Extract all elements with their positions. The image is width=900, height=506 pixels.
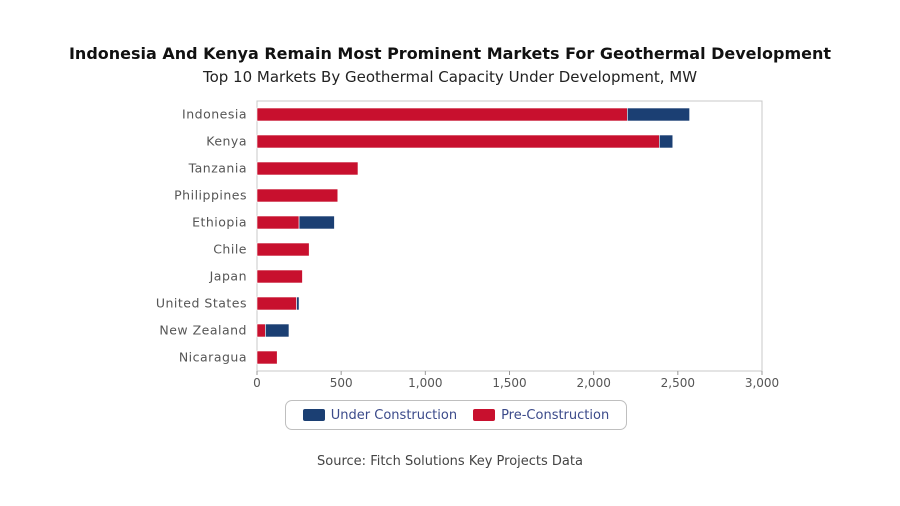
chart-legend: Under Construction Pre-Construction <box>285 400 627 430</box>
legend-label-under-construction: Under Construction <box>330 407 458 423</box>
bar-pre-construction-chile <box>256 242 310 257</box>
x-tick-label: 0 <box>253 376 261 390</box>
category-label: Ethiopia <box>192 215 247 230</box>
bar-pre-construction-new-zealand <box>256 323 266 338</box>
category-label: New Zealand <box>159 323 247 338</box>
x-tick-label: 500 <box>330 376 353 390</box>
x-tick-label: 1,000 <box>408 376 442 390</box>
category-label: Chile <box>213 242 247 257</box>
bar-pre-construction-indonesia <box>256 107 628 122</box>
chart-title: Indonesia And Kenya Remain Most Prominen… <box>68 44 832 63</box>
bar-under-construction-ethiopia <box>298 215 335 230</box>
category-label: Nicaragua <box>179 350 247 365</box>
legend-item-pre-construction: Pre-Construction <box>473 408 609 423</box>
bar-pre-construction-tanzania <box>256 161 359 176</box>
category-label: United States <box>156 296 247 311</box>
x-tick-label: 3,000 <box>745 376 779 390</box>
category-label: Kenya <box>206 134 247 149</box>
bar-chart: 0 500 1,000 1,500 2,000 2,500 3,000 Indonesia Ke… <box>156 100 779 390</box>
legend-label-pre-construction: Pre-Construction <box>501 407 610 423</box>
category-label: Tanzania <box>188 161 247 176</box>
bar-pre-construction-ethiopia <box>256 215 300 230</box>
legend-swatch-under-construction <box>302 409 325 421</box>
bar-pre-construction-nicaragua <box>256 350 278 365</box>
bar-under-construction-new-zealand <box>265 323 290 338</box>
chart-source: Source: Fitch Solutions Key Projects Dat… <box>317 454 583 469</box>
category-label: Philippines <box>174 188 247 203</box>
bar-under-construction-united-states <box>296 296 300 311</box>
bar-pre-construction-philippines <box>256 188 339 203</box>
bar-pre-construction-kenya <box>256 134 660 149</box>
bar-pre-construction-japan <box>256 269 303 284</box>
x-tick-label: 2,500 <box>661 376 695 390</box>
legend-item-under-construction: Under Construction <box>302 407 458 423</box>
legend-swatch-pre-construction <box>473 409 496 421</box>
bar-pre-construction-united-states <box>256 296 297 311</box>
category-label: Indonesia <box>182 107 247 122</box>
bar-under-construction-indonesia <box>627 107 690 122</box>
x-tick-label: 2,000 <box>576 376 610 390</box>
x-tick-label: 1,500 <box>492 376 526 390</box>
bar-under-construction-kenya <box>659 134 674 149</box>
category-label: Japan <box>209 269 247 284</box>
chart-subtitle: Top 10 Markets By Geothermal Capacity Un… <box>202 68 698 86</box>
